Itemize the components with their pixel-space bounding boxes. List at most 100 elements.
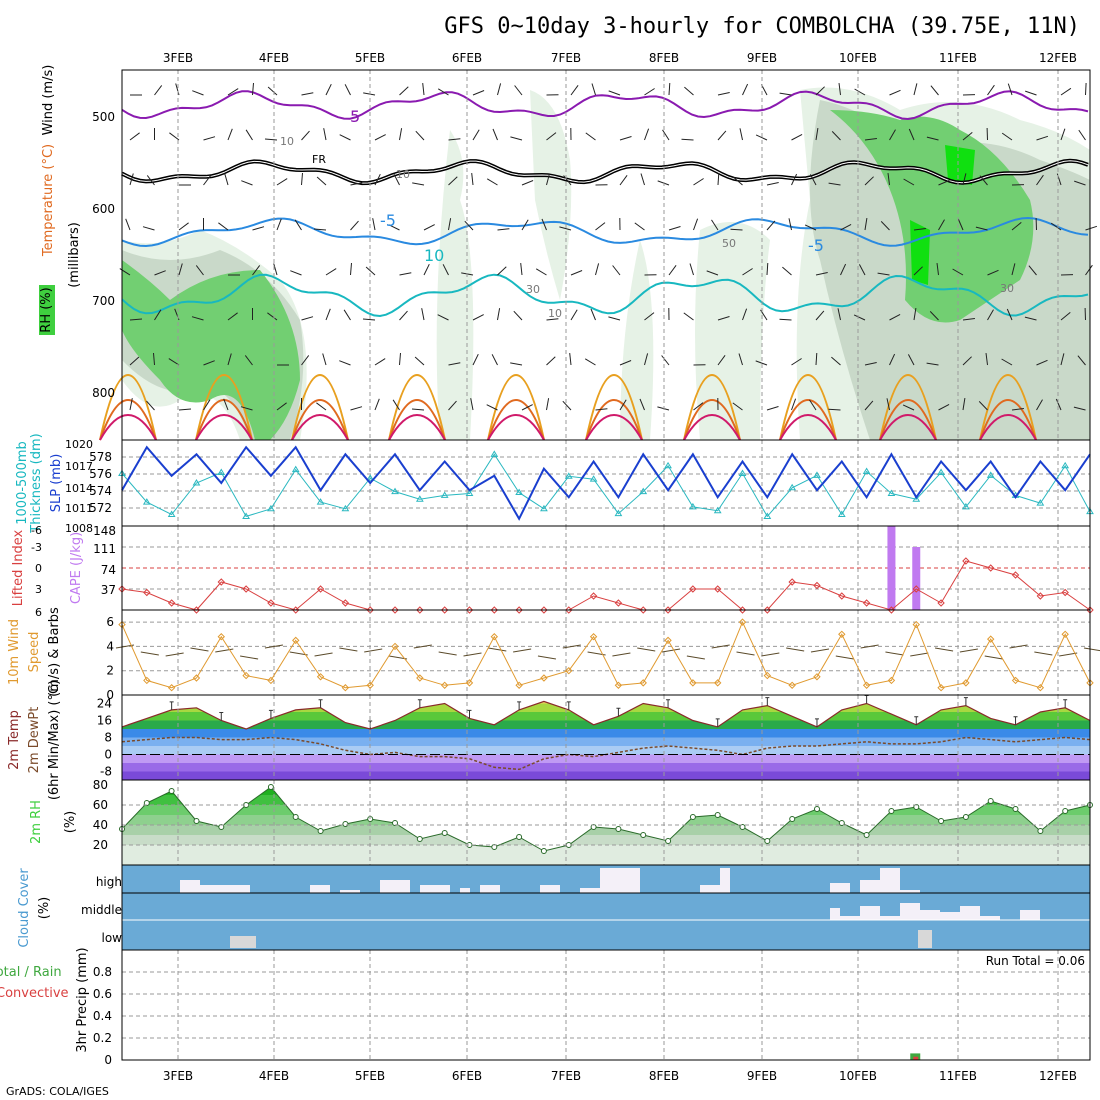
lifted-index-point <box>813 581 821 590</box>
wind-barb <box>644 353 649 366</box>
wind-barb <box>316 176 327 186</box>
wind-barb <box>224 173 229 186</box>
contour-label: -5 <box>380 211 396 230</box>
rh-band <box>122 835 1090 845</box>
wind-barb <box>864 362 877 366</box>
wind-barb <box>559 226 572 231</box>
wind-barb <box>203 136 216 141</box>
temp-y-tick: 16 <box>97 714 112 728</box>
temp-band <box>122 763 1090 772</box>
lifted-index-point <box>167 599 176 607</box>
contour-label: 30 <box>526 283 540 296</box>
wind-barb <box>908 128 915 141</box>
wind-barb <box>301 355 310 366</box>
wind-barb <box>372 218 376 231</box>
wind10-barb <box>885 651 904 656</box>
thickness-point <box>1061 461 1070 469</box>
wind-barb <box>791 173 798 186</box>
wind-barb <box>755 134 768 141</box>
wind-barb <box>791 398 797 411</box>
wind-barb <box>619 175 628 186</box>
cloud-middle-fill <box>830 908 840 920</box>
wind-barb <box>1001 358 1013 366</box>
wind10-speed-point <box>589 633 598 641</box>
wind-barb <box>252 265 261 276</box>
cloud-high-fill <box>420 885 450 893</box>
wind-barb <box>227 312 238 321</box>
wind10-barb <box>413 644 432 649</box>
wind-barb <box>706 270 719 276</box>
rh-point <box>714 812 721 818</box>
wind-barb <box>1078 129 1086 141</box>
wind-barb <box>472 314 484 321</box>
lifted-index-point <box>838 592 846 600</box>
wind-barb <box>470 398 474 411</box>
wind-barb <box>448 138 461 141</box>
lifted-index-point <box>689 585 697 593</box>
lifted-index-point <box>614 599 623 607</box>
wind10-speed-point <box>912 620 920 629</box>
wind-barb <box>634 222 645 231</box>
thickness-point <box>167 510 176 518</box>
rh-label-b: (%) <box>63 811 78 834</box>
precip-y-tick: 0.8 <box>93 965 112 979</box>
temp-band <box>122 746 1090 755</box>
wind10-label-a: 10m Wind <box>7 619 22 685</box>
thickness-point <box>490 450 499 457</box>
wind-barb <box>962 398 966 411</box>
lifted-index-point <box>1011 571 1020 579</box>
precip-run-total: Run Total = 0.06 <box>986 954 1085 968</box>
wind-barb <box>146 400 155 411</box>
top-date-label: 11FEB <box>939 51 977 65</box>
wind10-speed-point <box>987 635 995 643</box>
wind10-barb <box>1009 644 1028 649</box>
rh-region-90 <box>910 220 930 285</box>
top-date-label: 8FEB <box>649 51 679 65</box>
wind-barb <box>412 182 425 186</box>
rh-label-a: 2m RH <box>29 800 44 844</box>
wind-barb <box>936 263 939 276</box>
thickness-point <box>688 502 697 510</box>
wind-barb <box>815 310 825 321</box>
wind-barb <box>717 316 730 321</box>
thickness-point <box>291 465 300 473</box>
wind-barb <box>668 265 677 276</box>
temp-band <box>122 754 1090 763</box>
bottom-date-label: 6FEB <box>452 1069 482 1083</box>
rh-point <box>342 821 349 827</box>
rh-point <box>292 814 299 820</box>
wind-barb <box>903 178 915 186</box>
cloud-label-b: (%) <box>37 897 52 920</box>
wind-barbs-group <box>119 82 1098 411</box>
lifted-index-point <box>341 599 350 607</box>
wind10-barb <box>736 651 755 656</box>
rh-band <box>122 805 1090 815</box>
precip-convective-bar <box>913 1056 919 1060</box>
lifted-y-tick: 0 <box>35 562 42 575</box>
lifted-index-point <box>217 578 225 586</box>
thickness-point <box>887 489 896 497</box>
wind-barb <box>962 173 967 186</box>
wind-barb <box>815 272 828 276</box>
cape-label: CAPE (J/kg) <box>69 532 84 604</box>
wind-barb <box>957 218 964 231</box>
wind-barb <box>1025 90 1037 96</box>
rh-point <box>789 816 796 822</box>
wind-barb <box>644 128 650 141</box>
lifted-index-point <box>316 585 325 593</box>
wind-barb <box>276 218 282 231</box>
wind-barb <box>938 403 950 411</box>
rh-point <box>1037 828 1044 834</box>
wind-barb <box>472 353 479 366</box>
wind-barb <box>442 264 449 276</box>
wind-barb <box>693 402 704 411</box>
top-date-label: 9FEB <box>747 51 777 65</box>
rh-point <box>962 814 969 820</box>
wind10-speed-point <box>1036 684 1045 692</box>
wind-barb <box>1050 222 1062 231</box>
wind10-barb <box>1083 647 1100 652</box>
lifted-index-point <box>242 585 250 593</box>
wind-barb <box>639 398 645 411</box>
bottom-date-label: 12FEB <box>1039 1069 1077 1083</box>
cape-bar <box>912 547 921 610</box>
